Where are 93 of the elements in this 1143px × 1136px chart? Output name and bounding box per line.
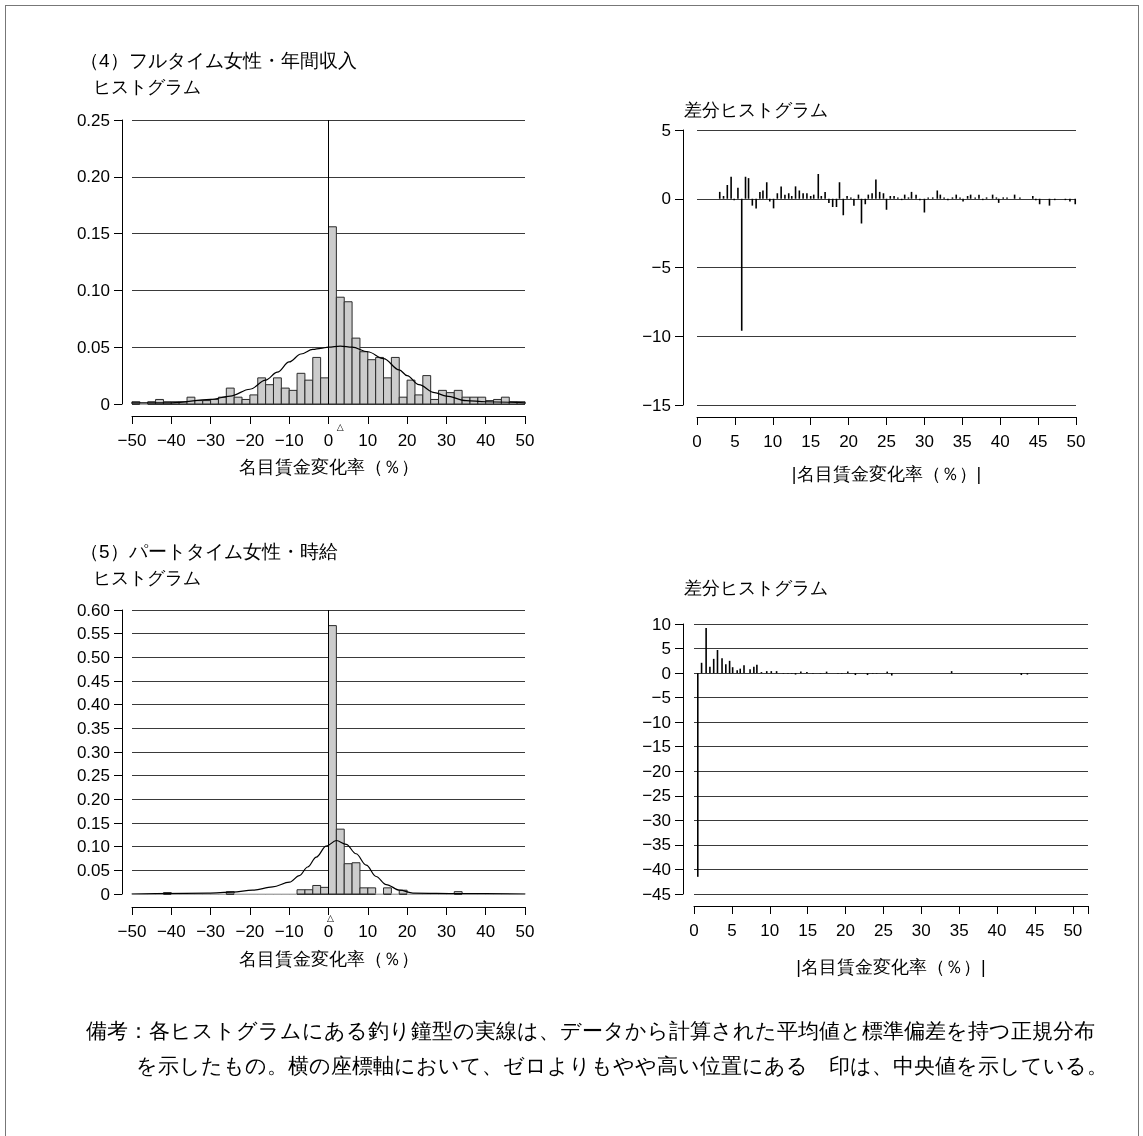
x-tick-label: 20: [839, 432, 859, 451]
y-tick-label: 0.05: [76, 337, 110, 357]
chart-title: 差分ヒストグラム: [684, 100, 828, 120]
y-tick-label: 0.10: [76, 837, 110, 857]
x-tick-label: −40: [156, 431, 186, 450]
y-tick-label: 0.20: [76, 167, 110, 187]
x-tick-label: 15: [801, 432, 821, 451]
x-tick-label: 30: [911, 921, 931, 940]
y-tick-label: 0.05: [76, 860, 110, 880]
y-tick-label: −15: [642, 395, 671, 415]
chart-title: 差分ヒストグラム: [684, 578, 828, 598]
x-tick-label: 50: [515, 922, 535, 941]
x-tick-label: 0: [689, 921, 699, 940]
y-tick-label: −15: [642, 737, 671, 757]
y-tick-label: −10: [642, 326, 671, 346]
x-tick-label: 0: [323, 431, 334, 450]
x-tick-label: 5: [727, 921, 737, 940]
x-tick-label: −20: [235, 431, 265, 450]
x-tick-label: 45: [1025, 921, 1045, 940]
x-tick-label: −10: [274, 431, 304, 450]
x-tick-label: 35: [952, 432, 972, 451]
x-tick-label: 20: [397, 431, 417, 450]
x-tick-label: 30: [436, 922, 456, 941]
x-tick-label: 25: [873, 921, 893, 940]
x-axis-title: 名目賃金変化率（％）: [238, 949, 419, 969]
y-tick-label: 0.30: [76, 742, 110, 762]
x-tick-label: 5: [730, 432, 740, 451]
x-tick-label: −50: [117, 922, 147, 941]
y-tick-label: 0.35: [76, 718, 110, 738]
x-tick-label: 0: [692, 432, 702, 451]
x-tick-label: 50: [1066, 432, 1086, 451]
x-tick-label: 0: [323, 922, 334, 941]
chart-subtitle: ヒストグラム: [93, 77, 201, 97]
y-tick-label: 0.60: [76, 600, 110, 620]
y-tick-label: −5: [651, 688, 671, 708]
y-tick-label: −10: [642, 712, 671, 732]
x-tick-label: 40: [987, 921, 1007, 940]
x-tick-label: 10: [760, 921, 780, 940]
x-tick-label: 15: [798, 921, 818, 940]
x-tick-label: 10: [358, 922, 378, 941]
y-tick-label: 0.40: [76, 695, 110, 715]
y-tick-label: 0: [661, 189, 671, 209]
y-tick-label: 0: [100, 884, 110, 904]
y-tick-label: −30: [642, 810, 671, 830]
x-tick-label: −30: [196, 922, 226, 941]
y-tick-label: 5: [661, 639, 671, 659]
y-tick-label: −20: [642, 761, 671, 781]
y-tick-label: −40: [642, 859, 671, 879]
y-tick-label: 0.55: [76, 624, 110, 644]
y-tick-label: −25: [642, 786, 671, 806]
y-tick-label: 0.15: [76, 224, 110, 244]
y-tick-label: 0.20: [76, 789, 110, 809]
x-tick-label: 30: [914, 432, 934, 451]
x-tick-label: −30: [196, 431, 226, 450]
x-tick-label: −10: [274, 922, 304, 941]
x-tick-label: 40: [990, 432, 1010, 451]
y-tick-label: 0.15: [76, 813, 110, 833]
x-axis-title: |名目賃金変化率（％）|: [791, 464, 982, 484]
y-tick-label: 10: [652, 614, 671, 634]
x-tick-label: −50: [117, 431, 147, 450]
y-tick-label: 0: [661, 663, 671, 683]
y-tick-label: 0.50: [76, 647, 110, 667]
x-tick-label: 20: [397, 922, 417, 941]
y-tick-label: 0.10: [76, 280, 110, 300]
y-tick-label: 0: [100, 394, 110, 414]
x-axis-title: |名目賃金変化率（％）|: [796, 957, 986, 977]
x-axis-title: 名目賃金変化率（％）: [238, 457, 419, 477]
x-tick-label: 40: [476, 922, 496, 941]
chart-title: （4）フルタイム女性・年間収入: [80, 50, 357, 71]
annotation: △: [336, 421, 344, 432]
x-tick-label: 35: [949, 921, 969, 940]
annotation: △: [327, 912, 334, 923]
x-tick-label: 50: [1063, 921, 1083, 940]
y-tick-label: 0.45: [76, 671, 110, 691]
chart-title: （5）パートタイム女性・時給: [80, 541, 338, 562]
y-tick-label: 5: [661, 120, 671, 140]
chart-subtitle: ヒストグラム: [93, 568, 201, 588]
x-tick-label: 20: [836, 921, 855, 940]
x-tick-label: −40: [156, 922, 186, 941]
x-tick-label: 10: [763, 432, 783, 451]
x-tick-label: 10: [358, 431, 378, 450]
x-tick-label: 25: [877, 432, 896, 451]
x-tick-label: −20: [235, 922, 265, 941]
x-tick-label: 30: [436, 431, 456, 450]
x-tick-label: 50: [515, 431, 535, 450]
y-tick-label: 0.25: [76, 766, 110, 786]
y-tick-label: −45: [642, 884, 671, 904]
y-tick-label: −35: [642, 835, 671, 855]
text: 備考：各ヒストグラムにある釣り鐘型の実線は、データから計算された平均値と標準偏差を持つ正規分布を示したもの。横の座標軸において、ゼロよりもやや高い位置にある 印は、中央値を示している。: [86, 1018, 1109, 1079]
x-tick-label: 40: [476, 431, 496, 450]
y-tick-label: 0.25: [76, 110, 110, 130]
y-tick-label: −5: [651, 258, 671, 277]
x-tick-label: 45: [1028, 432, 1048, 451]
